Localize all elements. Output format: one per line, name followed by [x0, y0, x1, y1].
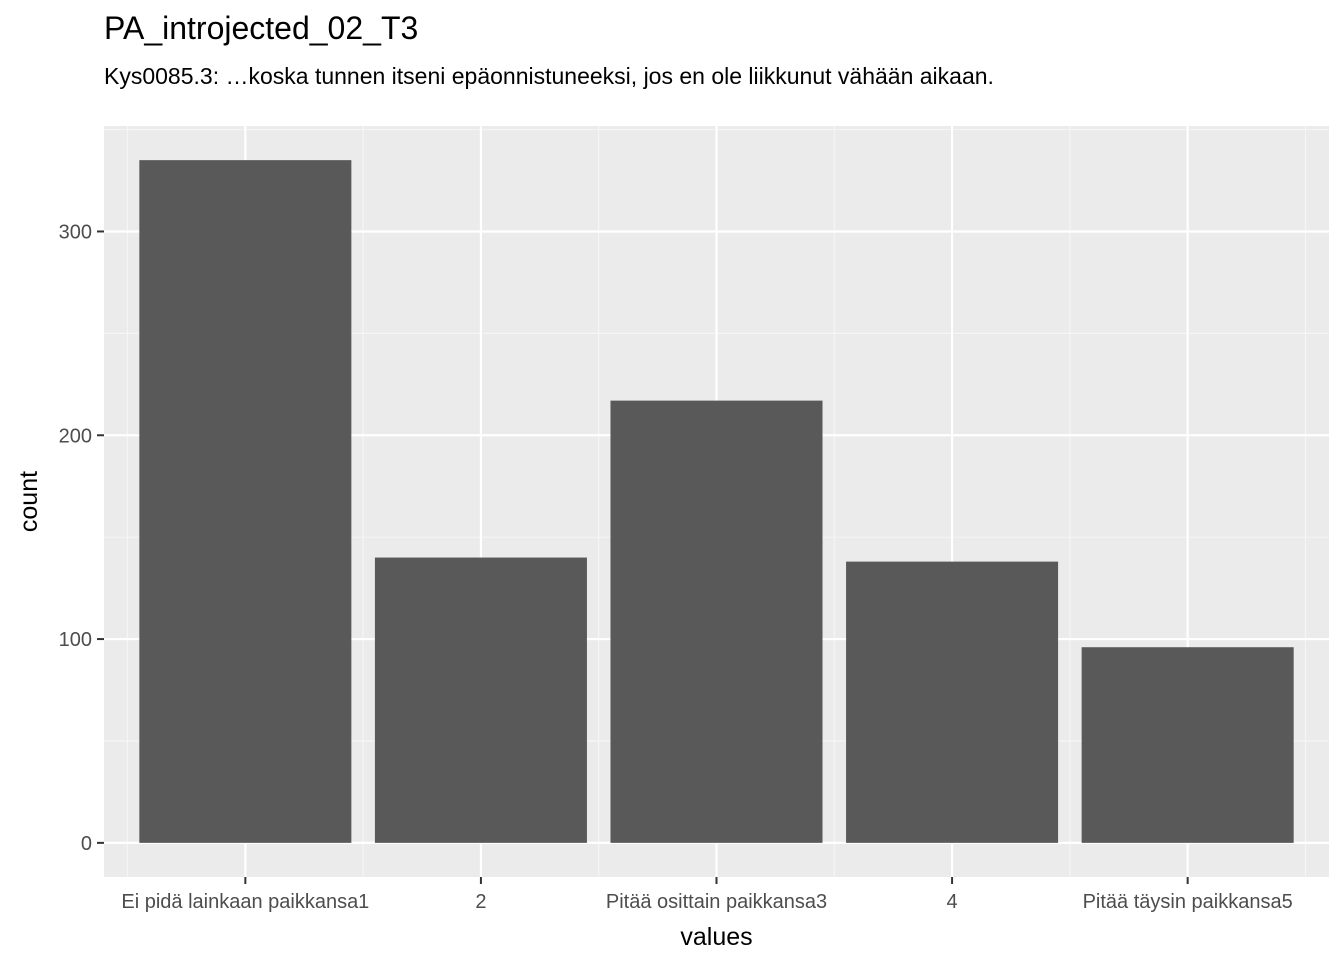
chart-title: PA_introjected_02_T3	[104, 10, 419, 46]
y-tick-label: 0	[81, 833, 92, 855]
bar	[374, 557, 587, 843]
x-tick-label: 2	[475, 891, 486, 913]
y-tick-label: 200	[59, 425, 92, 447]
bar	[610, 400, 823, 843]
y-tick-label: 300	[59, 221, 92, 243]
x-tick-label: 4	[947, 891, 958, 913]
bar	[139, 160, 352, 843]
bar	[846, 561, 1059, 843]
chart-subtitle: Kys0085.3: …koska tunnen itseni epäonnis…	[104, 63, 994, 89]
x-axis: Ei pidä lainkaan paikkansa1 2 Pitää ositta…	[121, 877, 1293, 913]
x-tick-label: Ei pidä lainkaan paikkansa1	[121, 891, 369, 913]
x-tick-label: Pitää täysin paikkansa5	[1083, 891, 1293, 913]
bar	[1081, 647, 1294, 843]
y-axis-title: count	[15, 471, 43, 532]
y-tick-label: 100	[59, 629, 92, 651]
x-axis-title: values	[680, 923, 752, 951]
bars	[139, 160, 1294, 843]
y-axis: 0 100 200 300	[59, 221, 104, 855]
x-tick-label: Pitää osittain paikkansa3	[606, 891, 827, 913]
